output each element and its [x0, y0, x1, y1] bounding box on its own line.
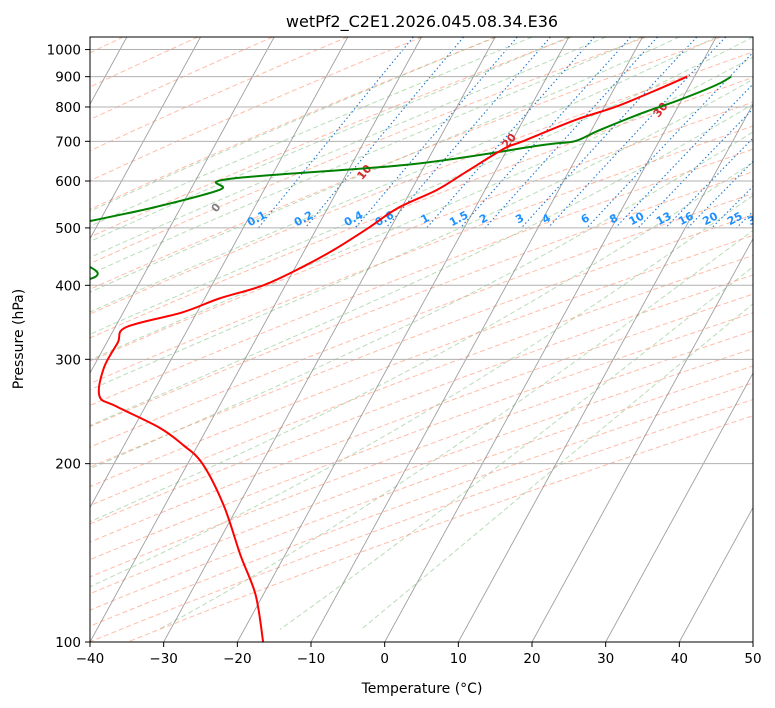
isotherm-line [90, 37, 275, 375]
y-tick-label: 600 [55, 174, 81, 190]
isotherm-line [531, 237, 753, 642]
y-tick-label: 200 [55, 457, 81, 473]
moist-adiabat-line [279, 266, 753, 630]
y-tick-label: 500 [55, 221, 81, 237]
temperature-line [97, 75, 688, 642]
dry-adiabat-label: -10 [51, 237, 74, 261]
y-tick-label: 700 [55, 134, 81, 150]
x-axis: −40 −30 −20 −10 0 10 20 30 40 50 [76, 642, 762, 667]
isotherm-line [163, 37, 496, 642]
y-tick-label: 300 [55, 352, 81, 368]
moist-adiabat-line [90, 37, 717, 313]
plot-frame [89, 36, 754, 643]
isotherm-line [605, 372, 753, 642]
moist-adiabat-line [90, 37, 533, 227]
mixing-ratio-line [757, 37, 775, 228]
pressure-gridlines [90, 49, 753, 642]
moist-adiabat-line [90, 37, 680, 293]
mixing-ratio-label: 13 [654, 209, 674, 228]
moist-adiabat-line [90, 56, 753, 361]
x-tick-label: −20 [223, 651, 252, 667]
x-tick-label: 30 [597, 651, 614, 667]
moist-adiabat-line [90, 161, 753, 523]
moist-adiabat-line [90, 103, 753, 427]
mixing-ratio-label: 36 [766, 209, 775, 228]
x-tick-label: 10 [450, 651, 467, 667]
isotherm-line [384, 37, 717, 642]
dry-adiabat-line [90, 192, 753, 448]
y-tick-label: 100 [55, 635, 81, 651]
x-tick-label: 40 [671, 651, 688, 667]
isotherm-line [457, 103, 753, 642]
dry-adiabat-line [90, 37, 497, 210]
mixing-ratio-line [258, 37, 414, 229]
dry-adiabats [90, 37, 753, 642]
dry-adiabat-line [90, 171, 753, 428]
dry-adiabat-line [90, 51, 753, 315]
dry-adiabat-line [90, 234, 753, 488]
x-tick-label: 0 [380, 651, 389, 667]
y-axis-title: Pressure (hPa) [11, 289, 27, 389]
y-tick-label: 1000 [47, 43, 81, 59]
mixing-ratio-label: 10 [627, 209, 647, 228]
mixing-ratio-line [460, 37, 632, 229]
x-tick-label: 20 [523, 651, 540, 667]
x-tick-label: −40 [76, 651, 105, 667]
isotherms [90, 37, 753, 642]
moist-adiabat-line [90, 37, 753, 335]
plot-area: 0.10.20.40.611.52346810131620253036-100-… [51, 37, 775, 642]
mixing-ratio-line [687, 160, 753, 229]
y-tick-label: 800 [55, 100, 81, 116]
chart-title: wetPf2_C2E1.2026.045.08.34.E36 [286, 12, 558, 32]
dry-adiabat-line [90, 101, 753, 362]
mixing-ratio-line [521, 37, 698, 229]
dry-adiabat-line [90, 125, 753, 385]
y-tick-label: 400 [55, 278, 81, 294]
isotherm-line [90, 37, 201, 240]
dry-adiabat-line [90, 37, 722, 290]
mixing-ratio-line [586, 51, 753, 229]
y-tick-label: 900 [55, 70, 81, 86]
plot-background [90, 37, 753, 642]
moist-adiabat-line [90, 37, 496, 212]
x-tick-label: −30 [149, 651, 178, 667]
mixing-ratio-line [615, 83, 753, 229]
mixing-ratio-label: 20 [700, 209, 720, 228]
dry-adiabat-line [90, 76, 753, 339]
x-axis-title: Temperature (°C) [361, 681, 483, 697]
dry-adiabat-line [90, 214, 753, 468]
mixing-ratio-label: 30 [746, 209, 766, 228]
dry-adiabat-line [90, 37, 348, 152]
isotherm-line [310, 37, 643, 642]
x-tick-label: −10 [297, 651, 326, 667]
isotherm-line [90, 37, 422, 642]
dewpoint-line [90, 75, 732, 281]
dry-adiabat-line [90, 37, 572, 238]
mixing-ratio-line [426, 37, 595, 229]
dry-adiabat-line [90, 382, 753, 627]
dry-adiabat-line [90, 37, 199, 88]
isotherm-line [752, 641, 753, 642]
mixing-ratio-label: 25 [725, 209, 745, 228]
isotherm-line [90, 37, 349, 509]
x-tick-label: 50 [744, 651, 761, 667]
isotherm-line [236, 37, 570, 642]
moist-adiabat-line [90, 131, 753, 470]
y-axis: 100 200 300 400 500 600 700 800 900 1000 [47, 43, 90, 651]
mixing-ratio-label: 16 [676, 209, 696, 228]
isotherm-line [678, 506, 753, 642]
